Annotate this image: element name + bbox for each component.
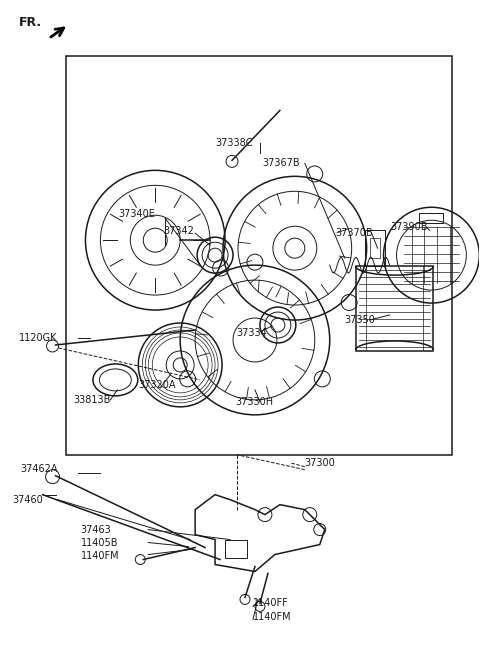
Text: 33813B: 33813B [73, 395, 111, 405]
Text: 11405B: 11405B [81, 538, 118, 547]
Text: 37338C: 37338C [215, 138, 252, 148]
Bar [365, 230, 384, 266]
Text: 37330H: 37330H [235, 397, 273, 407]
Text: 37320A: 37320A [138, 380, 176, 390]
Bar [356, 266, 433, 351]
Text: 37460: 37460 [12, 495, 43, 504]
Text: 37334: 37334 [236, 328, 267, 338]
Bar [420, 213, 444, 223]
Text: 37350: 37350 [345, 315, 375, 325]
Text: 1140FM: 1140FM [253, 612, 291, 622]
Text: 1120GK: 1120GK [19, 333, 57, 343]
Bar [65, 56, 452, 455]
Bar [370, 238, 380, 258]
Text: 37340E: 37340E [119, 209, 155, 219]
Text: 37370B: 37370B [336, 228, 373, 238]
Text: 37342: 37342 [163, 226, 194, 236]
Text: 37300: 37300 [305, 457, 336, 468]
Text: 37367B: 37367B [262, 158, 300, 168]
Text: 37463: 37463 [81, 524, 111, 535]
Text: 37462A: 37462A [21, 463, 58, 474]
Text: 1140FF: 1140FF [253, 598, 288, 608]
Text: 37390B: 37390B [391, 222, 428, 232]
Bar [225, 540, 247, 557]
Text: 1140FM: 1140FM [81, 551, 119, 561]
Text: FR.: FR. [19, 16, 42, 29]
